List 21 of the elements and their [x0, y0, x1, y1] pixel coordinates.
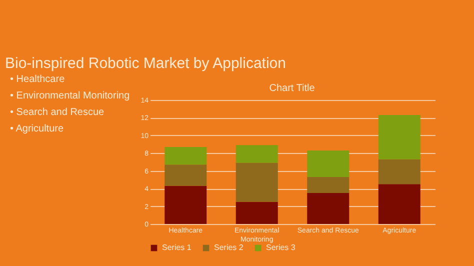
bar — [307, 177, 350, 193]
text: • Environmental Monitoring — [10, 90, 130, 102]
chart-title: Bio-inspired Robotic Market by Application — [5, 55, 286, 72]
bar — [164, 146, 207, 165]
bar — [164, 186, 207, 224]
legend-label: Series 1 — [162, 243, 192, 252]
bar — [236, 145, 278, 163]
legend-label: Series 2 — [214, 243, 244, 252]
chart-subtitle: Chart Title — [269, 83, 316, 94]
bar — [378, 159, 420, 184]
bar — [307, 150, 350, 178]
text: • Agriculture — [10, 124, 64, 134]
bar — [378, 184, 420, 224]
bar — [164, 164, 207, 186]
text: • Healthcare — [10, 74, 66, 85]
bar — [236, 202, 278, 224]
text: • Search and Rescue — [10, 107, 105, 118]
bar — [378, 115, 420, 160]
bar — [307, 193, 350, 224]
bar — [236, 162, 278, 202]
legend-label: Series 3 — [266, 243, 296, 252]
